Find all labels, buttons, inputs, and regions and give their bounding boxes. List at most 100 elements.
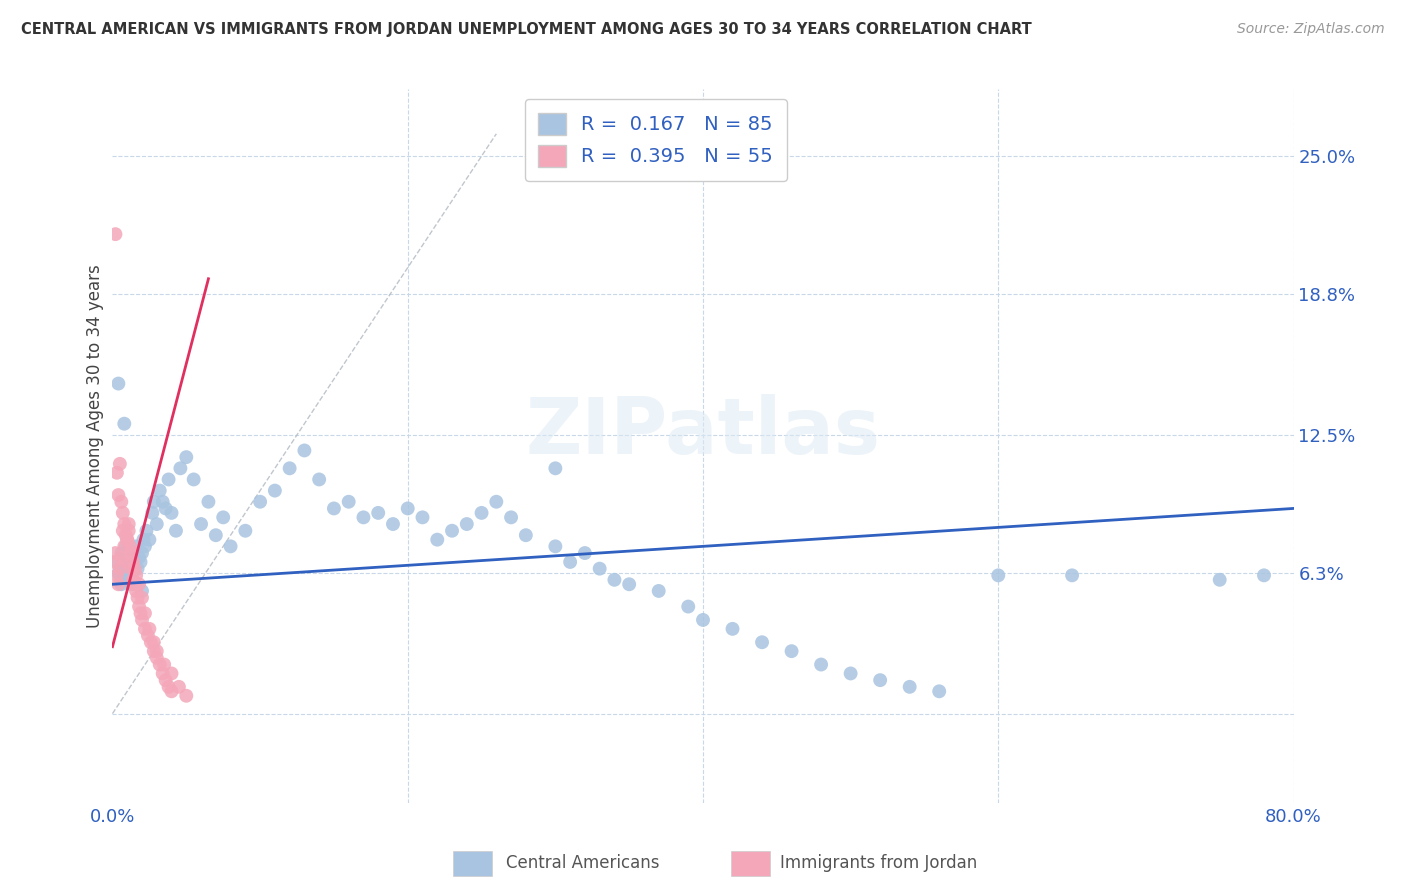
Point (142, 644, 165, 658)
Point (131, 591, 153, 605)
Point (111, 506, 134, 520)
Point (153, 657, 176, 672)
Point (165, 524, 187, 538)
Point (121, 562, 143, 576)
Point (558, 555, 582, 569)
Point (110, 494, 132, 508)
Point (183, 473, 205, 487)
Point (110, 550, 132, 565)
Point (114, 555, 136, 569)
Point (120, 539, 142, 553)
Point (132, 533, 155, 547)
Point (128, 577, 150, 591)
Point (112, 417, 135, 431)
Point (128, 599, 150, 614)
Point (120, 568, 142, 582)
Point (112, 550, 135, 565)
Point (117, 562, 138, 576)
Point (117, 533, 138, 547)
Point (678, 599, 700, 614)
Point (501, 510, 523, 524)
Point (898, 680, 921, 694)
Point (987, 568, 1010, 582)
Point (118, 516, 141, 531)
Point (441, 524, 464, 538)
Point (1208, 573, 1232, 587)
Point (323, 501, 346, 516)
Point (122, 573, 145, 587)
Point (107, 488, 129, 502)
Point (721, 622, 744, 636)
Point (131, 546, 153, 560)
Point (127, 562, 149, 576)
Point (136, 628, 159, 642)
Point (134, 607, 156, 621)
Point (352, 510, 374, 524)
Point (152, 494, 174, 508)
Point (138, 533, 160, 547)
Point (107, 577, 129, 591)
Point (146, 516, 169, 531)
Point (367, 506, 389, 520)
Text: Central Americans: Central Americans (506, 855, 659, 872)
Point (190, 516, 212, 531)
Point (131, 583, 153, 598)
Point (108, 568, 131, 582)
Text: ZIPatlas: ZIPatlas (526, 393, 880, 470)
Point (869, 673, 891, 687)
Y-axis label: Unemployment Among Ages 30 to 34 years: Unemployment Among Ages 30 to 34 years (86, 264, 104, 628)
Point (108, 562, 131, 576)
Point (212, 510, 235, 524)
Point (174, 689, 197, 703)
Point (110, 577, 132, 591)
Point (122, 546, 145, 560)
Point (125, 583, 148, 598)
Point (169, 461, 191, 475)
Text: CENTRAL AMERICAN VS IMMIGRANTS FROM JORDAN UNEMPLOYMENT AMONG AGES 30 TO 34 YEAR: CENTRAL AMERICAN VS IMMIGRANTS FROM JORD… (21, 22, 1032, 37)
Point (574, 546, 596, 560)
Point (155, 673, 177, 687)
Point (146, 651, 169, 665)
Point (692, 613, 714, 627)
Text: Source: ZipAtlas.com: Source: ZipAtlas.com (1237, 22, 1385, 37)
Point (149, 657, 172, 672)
Point (118, 524, 141, 538)
Point (1062, 568, 1084, 582)
Point (134, 622, 156, 636)
Point (118, 573, 141, 587)
Point (382, 516, 405, 531)
Point (751, 635, 773, 649)
Point (125, 539, 148, 553)
Point (337, 494, 360, 508)
Point (470, 506, 494, 520)
Point (142, 494, 165, 508)
Point (107, 376, 129, 391)
Point (103, 555, 125, 569)
Point (114, 539, 136, 553)
Point (112, 516, 135, 531)
Point (544, 461, 567, 475)
Point (174, 450, 197, 464)
Point (124, 562, 146, 576)
Legend: R =  0.167   N = 85, R =  0.395   N = 55: R = 0.167 N = 85, R = 0.395 N = 55 (524, 99, 786, 181)
Point (810, 657, 832, 672)
Point (197, 494, 219, 508)
Point (205, 528, 228, 542)
Point (152, 666, 174, 681)
Point (114, 528, 136, 542)
Point (456, 516, 478, 531)
Point (104, 227, 127, 241)
Point (619, 577, 641, 591)
Point (127, 591, 149, 605)
Point (121, 546, 143, 560)
Point (135, 524, 157, 538)
Point (160, 506, 183, 520)
Point (485, 494, 508, 508)
Point (129, 607, 152, 621)
Point (278, 461, 301, 475)
Point (107, 566, 129, 581)
Point (149, 483, 172, 498)
Point (131, 613, 153, 627)
Point (411, 510, 433, 524)
Point (134, 539, 156, 553)
